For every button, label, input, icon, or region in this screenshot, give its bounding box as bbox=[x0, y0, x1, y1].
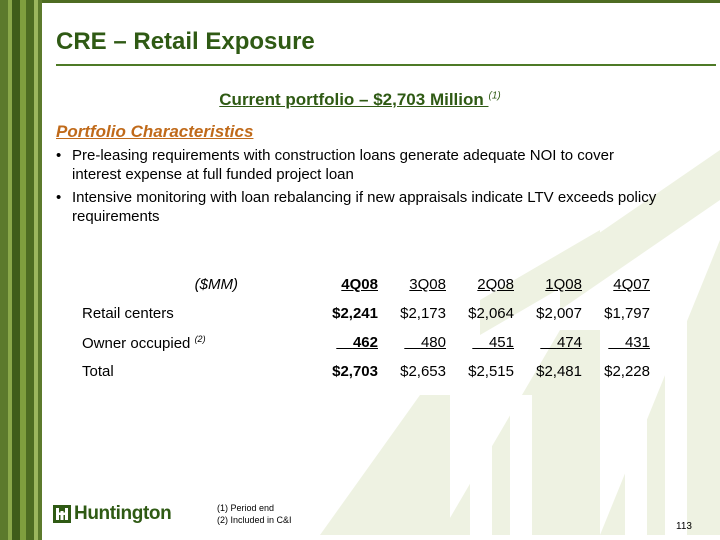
exposure-table: ($MM) 4Q08 3Q08 2Q08 1Q08 4Q07 Retail ce… bbox=[82, 270, 650, 386]
row-label: Owner occupied (2) bbox=[82, 333, 206, 352]
subtitle-footnote-ref: (1) bbox=[488, 90, 501, 102]
row-label: Retail centers bbox=[82, 305, 174, 322]
table-cell: 431 bbox=[624, 334, 650, 351]
table-header-row: ($MM) 4Q08 3Q08 2Q08 1Q08 4Q07 bbox=[82, 270, 650, 299]
subtitle-text: Current portfolio – $2,703 Million bbox=[219, 90, 489, 109]
table-cell: $2,228 bbox=[604, 363, 650, 380]
table-row: Retail centers $2,241 $2,173 $2,064 $2,0… bbox=[82, 299, 650, 328]
portfolio-subtitle: Current portfolio – $2,703 Million (1) bbox=[0, 90, 720, 110]
row-label: Total bbox=[82, 363, 114, 380]
table-cell: $2,241 bbox=[332, 305, 378, 322]
column-header: 2Q08 bbox=[477, 276, 514, 293]
table-cell: 462 bbox=[352, 334, 378, 351]
table-cell: 480 bbox=[420, 334, 446, 351]
table-cell: 451 bbox=[488, 334, 514, 351]
table-cell: $2,064 bbox=[468, 305, 514, 322]
table-cell: 474 bbox=[556, 334, 582, 351]
table-cell: $2,703 bbox=[332, 363, 378, 380]
column-header: 3Q08 bbox=[409, 276, 446, 293]
table-cell: $1,797 bbox=[604, 305, 650, 322]
table-cell: $2,653 bbox=[400, 363, 446, 380]
page-number: 113 bbox=[676, 521, 692, 532]
logo-icon bbox=[53, 505, 71, 523]
row-footnote-ref: (2) bbox=[194, 333, 206, 344]
table-cell: $2,173 bbox=[400, 305, 446, 322]
column-header: 1Q08 bbox=[545, 276, 582, 293]
table-cell: $2,007 bbox=[536, 305, 582, 322]
decorative-side-stripes bbox=[0, 0, 42, 540]
column-header: 4Q07 bbox=[613, 276, 650, 293]
bullet-item: Intensive monitoring with loan rebalanci… bbox=[56, 188, 662, 226]
characteristics-list: Pre-leasing requirements with constructi… bbox=[56, 146, 662, 230]
bullet-item: Pre-leasing requirements with constructi… bbox=[56, 146, 662, 184]
logo-text: Huntington bbox=[74, 503, 172, 524]
table-cell: $2,481 bbox=[536, 363, 582, 380]
page-title: CRE – Retail Exposure bbox=[56, 28, 315, 55]
characteristics-heading: Portfolio Characteristics bbox=[56, 122, 254, 141]
table-row: Total $2,703 $2,653 $2,515 $2,481 $2,228 bbox=[82, 357, 650, 386]
title-divider bbox=[56, 64, 716, 66]
table-row: Owner occupied (2) 462 480 451 474 431 bbox=[82, 328, 650, 357]
huntington-logo: Huntington bbox=[53, 503, 172, 525]
footnote-item: (1) Period end bbox=[217, 503, 275, 513]
top-border bbox=[42, 0, 720, 3]
column-header: 4Q08 bbox=[341, 276, 378, 293]
table-cell: $2,515 bbox=[468, 363, 514, 380]
unit-label: ($MM) bbox=[194, 276, 238, 293]
footnotes: (1) Period end (2) Included in C&I bbox=[217, 502, 292, 526]
footnote-item: (2) Included in C&I bbox=[217, 515, 292, 525]
